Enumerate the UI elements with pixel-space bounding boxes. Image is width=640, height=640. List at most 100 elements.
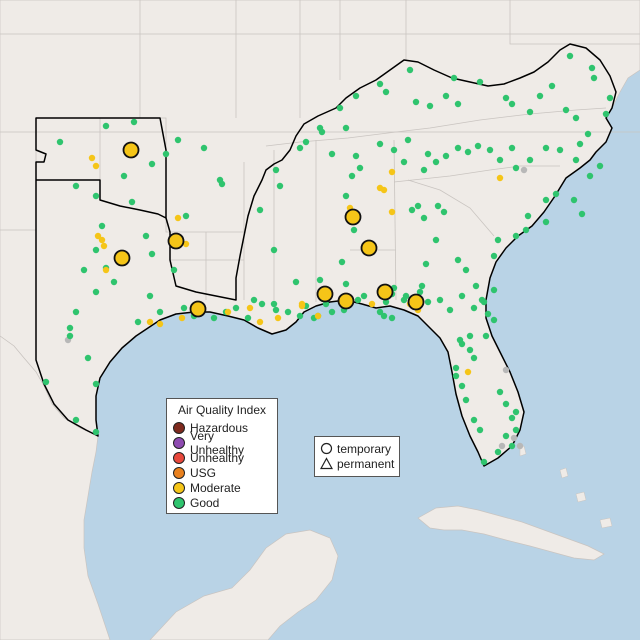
monitor-site-good[interactable] <box>496 388 504 396</box>
monitor-site-good[interactable] <box>476 426 484 434</box>
monitor-site-moderate[interactable] <box>274 314 282 322</box>
monitor-site-good[interactable] <box>148 250 156 258</box>
monitor-site-good[interactable] <box>494 448 502 456</box>
monitor-site-good[interactable] <box>328 150 336 158</box>
monitor-site-good[interactable] <box>572 114 580 122</box>
monitor-site-good[interactable] <box>508 414 516 422</box>
monitor-site-good[interactable] <box>424 298 432 306</box>
monitor-site-good[interactable] <box>276 182 284 190</box>
monitor-site-good[interactable] <box>270 300 278 308</box>
monitor-site-good[interactable] <box>388 314 396 322</box>
monitor-site-moderate[interactable] <box>464 368 472 376</box>
monitor-site-good[interactable] <box>66 324 74 332</box>
monitor-site-good[interactable] <box>348 172 356 180</box>
temporary-monitor-moderate[interactable] <box>360 239 378 257</box>
monitor-site-good[interactable] <box>210 314 218 322</box>
monitor-site-good[interactable] <box>342 280 350 288</box>
monitor-site-good[interactable] <box>72 416 80 424</box>
monitor-site-good[interactable] <box>526 108 534 116</box>
monitor-site-good[interactable] <box>512 232 520 240</box>
monitor-site-good[interactable] <box>352 92 360 100</box>
monitor-site-good[interactable] <box>490 316 498 324</box>
monitor-site-good[interactable] <box>174 136 182 144</box>
monitor-site-good[interactable] <box>92 428 100 436</box>
monitor-site-good[interactable] <box>446 306 454 314</box>
monitor-site-no-data[interactable] <box>510 434 518 442</box>
monitor-site-good[interactable] <box>572 156 580 164</box>
monitor-site-good[interactable] <box>336 104 344 112</box>
monitor-site-good[interactable] <box>466 332 474 340</box>
monitor-site-good[interactable] <box>412 98 420 106</box>
monitor-site-good[interactable] <box>548 82 556 90</box>
monitor-site-good[interactable] <box>584 130 592 138</box>
monitor-site-good[interactable] <box>484 310 492 318</box>
monitor-site-good[interactable] <box>98 222 106 230</box>
monitor-site-good[interactable] <box>272 306 280 314</box>
monitor-site-good[interactable] <box>130 118 138 126</box>
monitor-site-good[interactable] <box>426 102 434 110</box>
monitor-site-good[interactable] <box>134 318 142 326</box>
monitor-site-good[interactable] <box>170 266 178 274</box>
monitor-site-moderate[interactable] <box>246 304 254 312</box>
monitor-site-good[interactable] <box>342 192 350 200</box>
monitor-site-good[interactable] <box>478 296 486 304</box>
monitor-site-good[interactable] <box>596 162 604 170</box>
monitor-site-good[interactable] <box>432 236 440 244</box>
monitor-site-good[interactable] <box>256 206 264 214</box>
monitor-site-good[interactable] <box>508 144 516 152</box>
monitor-site-moderate[interactable] <box>182 240 190 248</box>
monitor-site-good[interactable] <box>92 246 100 254</box>
monitor-site-good[interactable] <box>512 164 520 172</box>
monitor-site-good[interactable] <box>328 308 336 316</box>
temporary-monitor-moderate[interactable] <box>344 208 362 226</box>
monitor-site-good[interactable] <box>588 64 596 72</box>
monitor-site-good[interactable] <box>606 94 614 102</box>
monitor-site-good[interactable] <box>502 94 510 102</box>
monitor-site-good[interactable] <box>470 416 478 424</box>
monitor-site-moderate[interactable] <box>298 302 306 310</box>
monitor-site-moderate[interactable] <box>146 318 154 326</box>
monitor-site-good[interactable] <box>440 208 448 216</box>
monitor-site-good[interactable] <box>402 292 410 300</box>
monitor-site-good[interactable] <box>470 304 478 312</box>
monitor-site-moderate[interactable] <box>174 214 182 222</box>
monitor-site-good[interactable] <box>200 144 208 152</box>
monitor-site-good[interactable] <box>180 304 188 312</box>
monitor-site-good[interactable] <box>42 378 50 386</box>
monitor-site-moderate[interactable] <box>102 266 110 274</box>
monitor-site-good[interactable] <box>454 144 462 152</box>
monitor-site-good[interactable] <box>474 142 482 150</box>
monitor-site-good[interactable] <box>218 180 226 188</box>
temporary-monitor-moderate[interactable] <box>167 232 185 250</box>
monitor-site-moderate[interactable] <box>92 162 100 170</box>
temporary-monitor-moderate[interactable] <box>122 141 140 159</box>
monitor-site-good[interactable] <box>490 286 498 294</box>
monitor-site-good[interactable] <box>350 226 358 234</box>
monitor-site-moderate[interactable] <box>88 154 96 162</box>
monitor-site-good[interactable] <box>416 288 424 296</box>
monitor-site-good[interactable] <box>322 300 330 308</box>
monitor-site-good[interactable] <box>162 150 170 158</box>
monitor-site-good[interactable] <box>376 140 384 148</box>
monitor-site-good[interactable] <box>432 158 440 166</box>
monitor-site-good[interactable] <box>420 214 428 222</box>
monitor-site-good[interactable] <box>422 260 430 268</box>
monitor-site-no-data[interactable] <box>516 442 524 450</box>
monitor-site-good[interactable] <box>602 110 610 118</box>
temporary-monitor-moderate[interactable] <box>113 249 131 267</box>
monitor-site-good[interactable] <box>502 400 510 408</box>
monitor-site-good[interactable] <box>470 354 478 362</box>
monitor-site-moderate[interactable] <box>224 308 232 316</box>
monitor-site-good[interactable] <box>338 258 346 266</box>
monitor-site-good[interactable] <box>562 106 570 114</box>
monitor-site-good[interactable] <box>418 282 426 290</box>
monitor-site-good[interactable] <box>434 202 442 210</box>
monitor-site-good[interactable] <box>408 206 416 214</box>
monitor-site-good[interactable] <box>442 92 450 100</box>
monitor-site-good[interactable] <box>66 332 74 340</box>
monitor-site-good[interactable] <box>486 146 494 154</box>
monitor-site-moderate[interactable] <box>496 174 504 182</box>
monitor-site-good[interactable] <box>424 150 432 158</box>
monitor-site-good[interactable] <box>466 346 474 354</box>
